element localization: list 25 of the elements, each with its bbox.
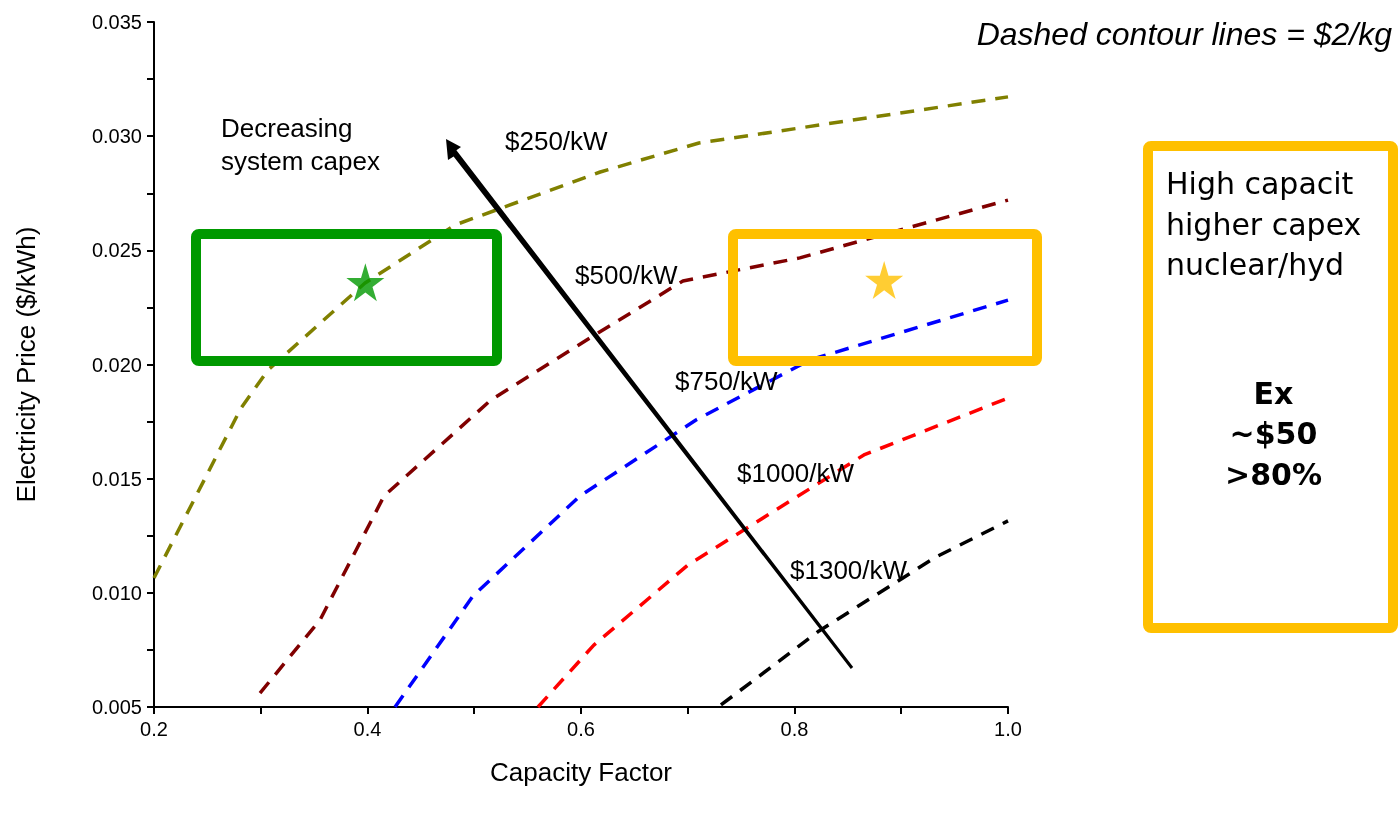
x-tick-label: 0.4	[353, 718, 382, 740]
x-tick-label: 0.2	[140, 718, 168, 740]
y-tick-label: 0.035	[91, 11, 142, 33]
series-label: $1000/kW	[737, 458, 855, 488]
series-label: $1300/kW	[790, 555, 908, 585]
text: High capacit higher capex nuclear/hyd Ex ~$50 >80%	[1166, 166, 1362, 492]
y-tick-label: 0.020	[91, 353, 142, 376]
annotation: Dashed contour lines = $2/kg	[976, 16, 1392, 53]
y-tick-label: 0.015	[91, 467, 142, 490]
y-axis-title: Electricity Price ($/kWh)	[11, 226, 41, 503]
annotation: Decreasing system capex	[221, 112, 380, 177]
y-tick-label: 0.005	[91, 696, 142, 718]
line-series	[258, 198, 1010, 695]
line-series	[393, 298, 1010, 709]
y-tick-label: 0.025	[91, 239, 142, 262]
y-tick-label: 0.010	[91, 581, 142, 604]
x-tick-label: 0.6	[567, 718, 595, 740]
x-axis-title: Capacity Factor	[489, 757, 673, 787]
series-label: $500/kW	[575, 260, 679, 290]
line-series	[152, 95, 1010, 580]
y-tick-label: 0.030	[91, 125, 142, 148]
x-tick-label: 0.8	[780, 718, 809, 740]
x-tick-label: 1.0	[994, 718, 1022, 740]
series-label: $250/kW	[505, 126, 609, 156]
series-label: $750/kW	[675, 366, 779, 396]
